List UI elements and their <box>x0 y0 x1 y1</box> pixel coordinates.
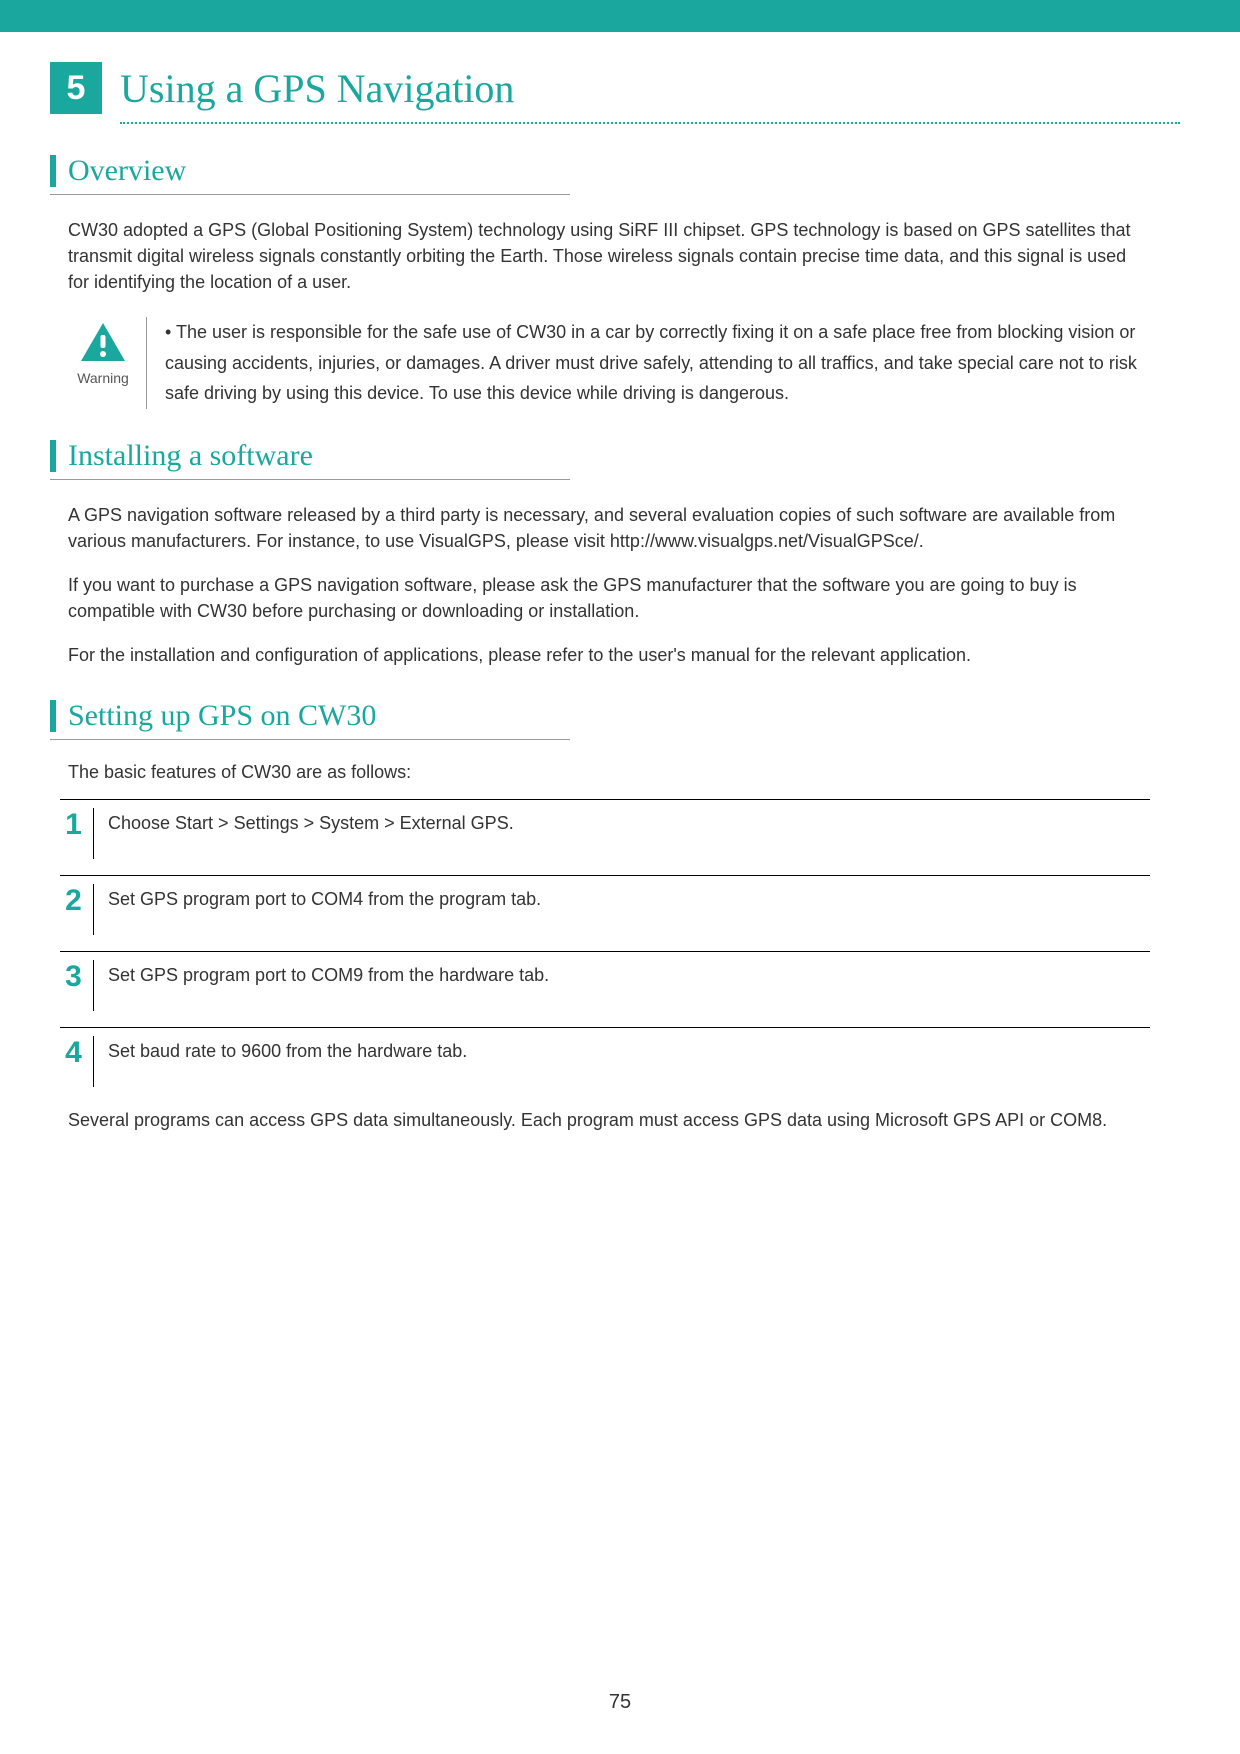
step-text: Set baud rate to 9600 from the hardware … <box>108 1036 467 1087</box>
warning-text: • The user is responsible for the safe u… <box>165 317 1150 409</box>
step-row: 3 Set GPS program port to COM9 from the … <box>60 951 1150 1011</box>
page-number: 75 <box>0 1691 1240 1714</box>
top-bar <box>0 0 1240 32</box>
section-title-installing: Installing a software <box>68 439 313 473</box>
steps-block: 4 Set baud rate to 9600 from the hardwar… <box>60 1027 1150 1087</box>
section-bar <box>50 700 56 732</box>
chapter-title: Using a GPS Navigation <box>120 65 514 112</box>
section-header-installing: Installing a software <box>50 439 1180 473</box>
step-number: 3 <box>60 960 94 1011</box>
installing-p3: For the installation and configuration o… <box>68 642 1150 668</box>
section-header-overview: Overview <box>50 154 1180 188</box>
setup-intro: The basic features of CW30 are as follow… <box>68 762 1150 783</box>
section-header-setup: Setting up GPS on CW30 <box>50 699 1180 733</box>
step-text: Choose Start > Settings > System > Exter… <box>108 808 514 859</box>
section-underline <box>50 739 570 740</box>
section-title-overview: Overview <box>68 154 186 188</box>
chapter-dotted-rule <box>120 122 1180 124</box>
chapter-number-box: 5 <box>50 62 102 114</box>
step-number: 4 <box>60 1036 94 1087</box>
step-row: 4 Set baud rate to 9600 from the hardwar… <box>60 1027 1150 1087</box>
section-underline <box>50 479 570 480</box>
warning-divider <box>146 317 147 409</box>
warning-icon <box>79 321 127 363</box>
step-text: Set GPS program port to COM9 from the ha… <box>108 960 549 1011</box>
warning-icon-wrap: Warning <box>68 317 138 409</box>
step-number: 2 <box>60 884 94 935</box>
section-title-setup: Setting up GPS on CW30 <box>68 699 376 733</box>
step-row: 1 Choose Start > Settings > System > Ext… <box>60 799 1150 859</box>
setup-outro: Several programs can access GPS data sim… <box>68 1107 1150 1133</box>
chapter-header: 5 Using a GPS Navigation <box>50 62 1180 114</box>
chapter-number: 5 <box>67 69 86 108</box>
steps-block: 1 Choose Start > Settings > System > Ext… <box>60 799 1150 859</box>
steps-block: 2 Set GPS program port to COM4 from the … <box>60 875 1150 935</box>
step-text: Set GPS program port to COM4 from the pr… <box>108 884 541 935</box>
installing-p1: A GPS navigation software released by a … <box>68 502 1150 554</box>
step-number: 1 <box>60 808 94 859</box>
section-bar <box>50 155 56 187</box>
section-underline <box>50 194 570 195</box>
warning-box: Warning • The user is responsible for th… <box>68 317 1150 409</box>
page-content: 5 Using a GPS Navigation Overview CW30 a… <box>0 32 1240 1133</box>
section-bar <box>50 440 56 472</box>
step-row: 2 Set GPS program port to COM4 from the … <box>60 875 1150 935</box>
warning-label: Warning <box>68 370 138 386</box>
overview-body: CW30 adopted a GPS (Global Positioning S… <box>68 217 1150 295</box>
installing-p2: If you want to purchase a GPS navigation… <box>68 572 1150 624</box>
steps-block: 3 Set GPS program port to COM9 from the … <box>60 951 1150 1011</box>
